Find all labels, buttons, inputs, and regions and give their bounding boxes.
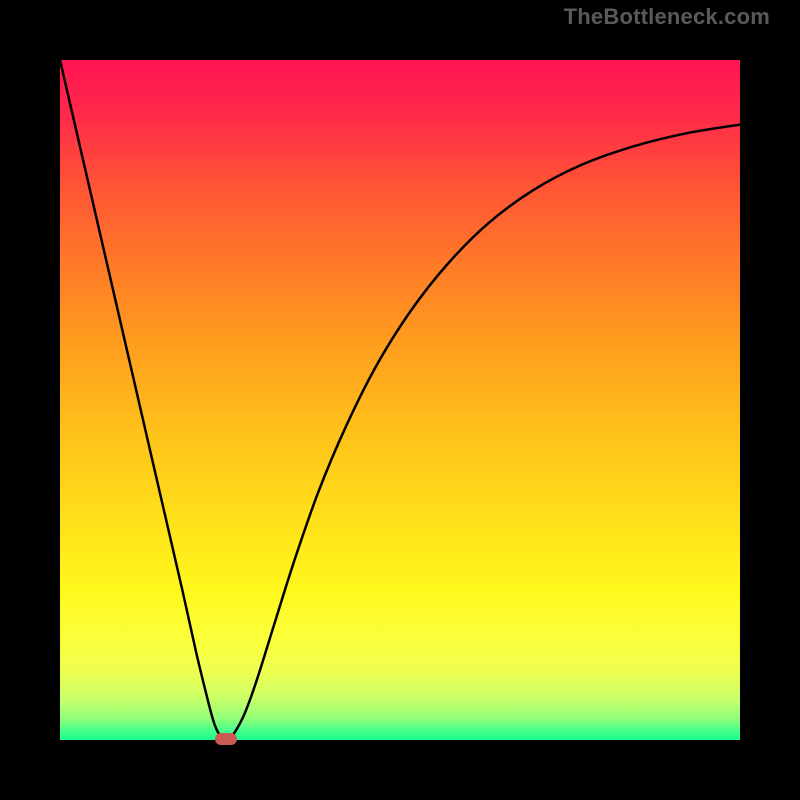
bottleneck-curve-path bbox=[60, 60, 740, 740]
bottleneck-minimum-marker bbox=[215, 733, 237, 745]
watermark-text: TheBottleneck.com bbox=[564, 4, 770, 30]
chart-frame bbox=[30, 30, 770, 770]
bottleneck-curve bbox=[60, 60, 740, 740]
chart-stage: TheBottleneck.com bbox=[0, 0, 800, 800]
